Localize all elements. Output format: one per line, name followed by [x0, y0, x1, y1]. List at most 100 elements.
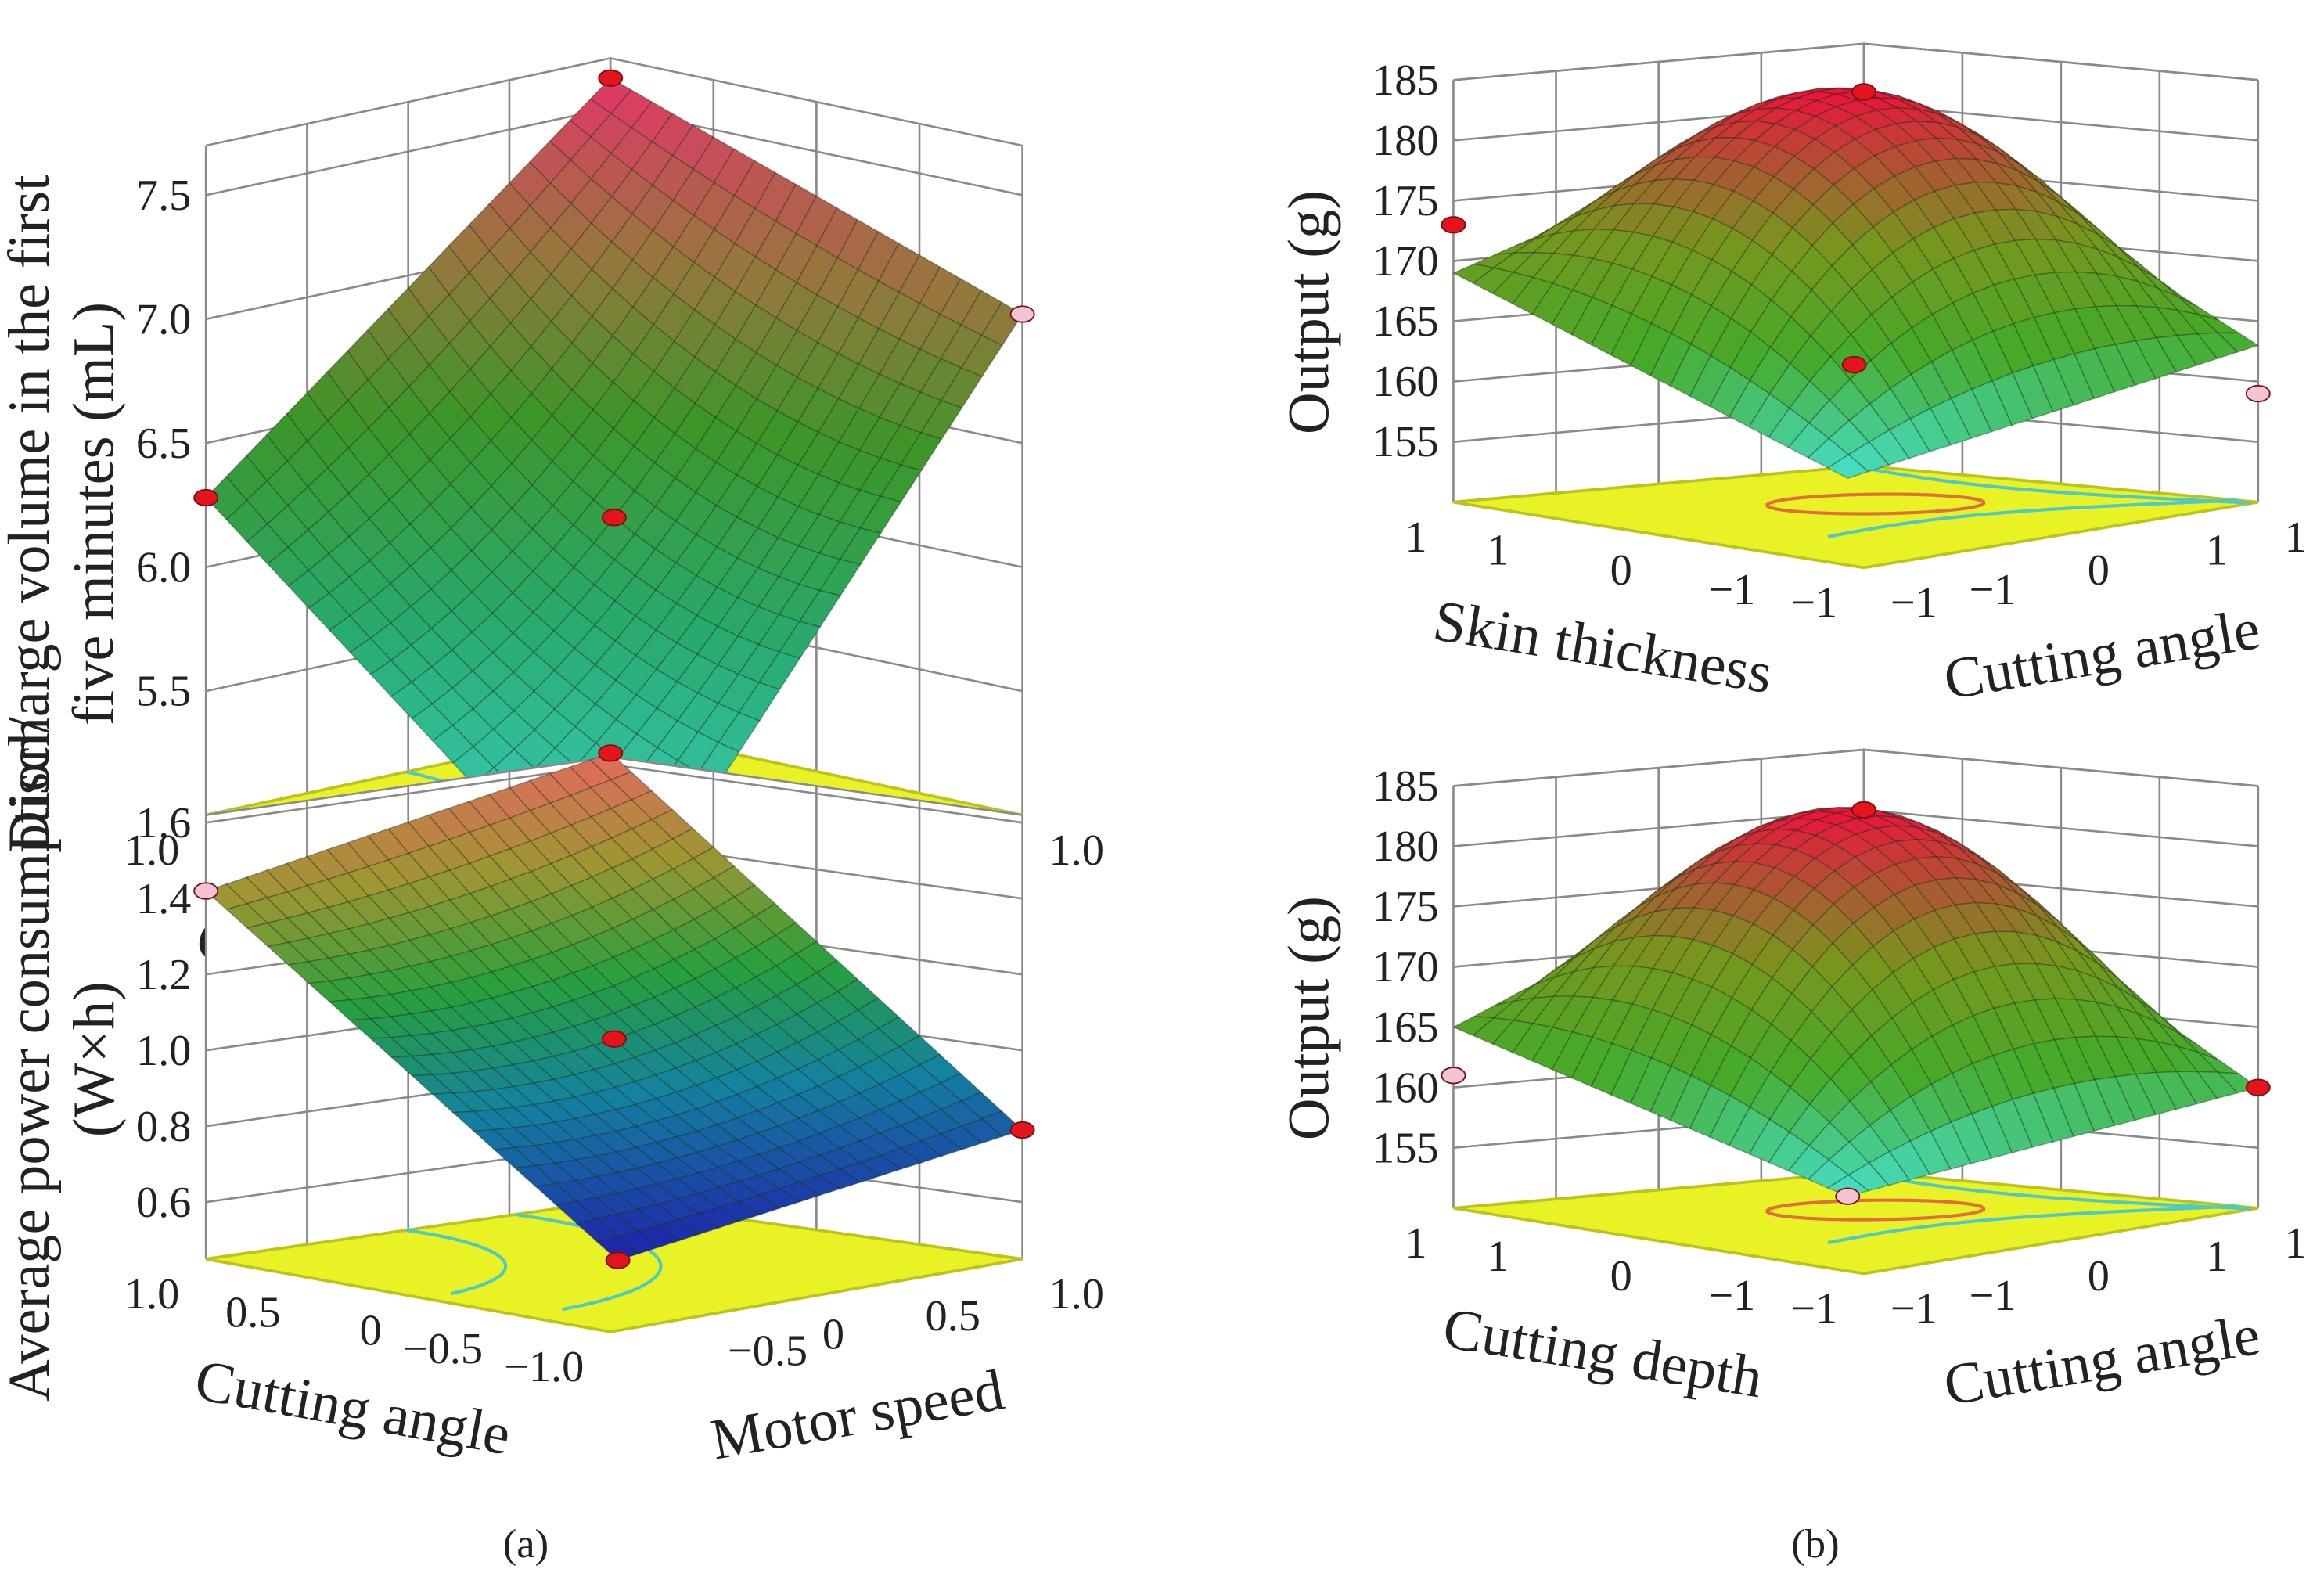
- y-tick-label: 1: [2285, 513, 2307, 562]
- x-tick-label: 1.0: [124, 826, 179, 875]
- y-tick-label: −1: [1970, 566, 2016, 614]
- y-tick-label: 1.0: [1049, 1270, 1103, 1319]
- y-tick-label: 1: [2206, 527, 2228, 575]
- z-tick-label: 180: [1372, 822, 1439, 871]
- x-tick-label: 1: [1487, 527, 1509, 575]
- z-tick-label: 5.5: [136, 668, 191, 716]
- x-tick-label: −1: [1708, 1272, 1755, 1320]
- z-tick-label: 7.0: [136, 296, 191, 344]
- y-tick-label: 0.5: [926, 1292, 980, 1340]
- design-point: [1009, 305, 1035, 323]
- contour-line: [1827, 498, 2239, 538]
- z-axis-title: (W×h): [61, 981, 126, 1137]
- z-axis-title: Average power consumption/: [0, 717, 62, 1402]
- chart-a-bottom: 0.60.81.01.21.41.61.0 0.5 0 −0.5 −1.0 −0.5 0 0.…: [0, 717, 1104, 1472]
- y-tick-label: −1: [1970, 1272, 2016, 1320]
- design-point: [1441, 1067, 1466, 1085]
- z-tick-label: 1.6: [136, 799, 191, 847]
- design-point: [598, 69, 624, 87]
- contour-line: [1855, 465, 2250, 505]
- z-tick-label: 1.0: [136, 1027, 191, 1075]
- z-tick-label: 6.5: [136, 419, 191, 468]
- design-point: [1009, 1121, 1035, 1139]
- x-tick-label: 0: [1610, 1252, 1632, 1301]
- z-axis-title: Output (g): [1276, 896, 1341, 1140]
- grid-line: [1453, 748, 2258, 787]
- y-tick-label: −1: [1890, 1285, 1937, 1333]
- design-point: [1851, 83, 1876, 101]
- z-tick-label: 185: [1372, 762, 1439, 811]
- y-tick-label: −1: [1890, 579, 1937, 628]
- x-tick-label: 1: [1487, 1233, 1509, 1281]
- y-tick-label: 1.0: [1049, 826, 1103, 875]
- y-tick-label: 0: [2088, 546, 2110, 595]
- design-point: [605, 1251, 631, 1269]
- z-tick-label: 1.2: [136, 951, 191, 999]
- y-tick-label: 1: [2285, 1219, 2307, 1268]
- design-points: [193, 744, 1035, 1269]
- x-tick-label: −1: [1790, 579, 1837, 628]
- z-tick-label: 0.8: [136, 1103, 191, 1151]
- z-tick-label: 160: [1372, 1064, 1439, 1113]
- design-point: [1841, 355, 1867, 374]
- z-tick-label: 165: [1372, 297, 1439, 346]
- z-tick-label: 175: [1372, 883, 1439, 931]
- x-tick-label: −0.5: [403, 1325, 483, 1373]
- y-tick-label: 1: [2206, 1233, 2228, 1281]
- z-tick-label: 170: [1372, 943, 1439, 991]
- z-tick-label: 180: [1372, 117, 1439, 165]
- z-tick-label: 0.6: [136, 1179, 191, 1227]
- design-point: [193, 882, 219, 900]
- x-tick-label: 0: [1610, 546, 1632, 595]
- x-tick-label: 1: [1405, 513, 1426, 562]
- z-axis-title: Output (g): [1276, 190, 1341, 434]
- grid-line: [1453, 42, 2258, 81]
- z-axis-title: five minutes (mL): [61, 302, 126, 725]
- x-tick-label: 1.0: [124, 1270, 179, 1319]
- design-points: [1441, 801, 2271, 1205]
- z-tick-label: 165: [1372, 1003, 1439, 1052]
- design-point: [1851, 801, 1876, 819]
- y-tick-label: −0.5: [728, 1327, 808, 1376]
- x-tick-label: 1: [1405, 1219, 1426, 1268]
- z-tick-label: 160: [1372, 358, 1439, 406]
- x-tick-label: 0: [360, 1307, 382, 1355]
- response-surface: [1452, 87, 2260, 480]
- design-point: [2245, 1078, 2271, 1096]
- surface-facet: [1826, 454, 1870, 480]
- response-surface: [1452, 807, 2260, 1197]
- design-point: [1835, 1187, 1861, 1205]
- figure-scale-group: 5.5 6.0 6.5 7.0 7.5 1.0 0.5 0 −0.5 −1.0 −0.5 0 0.5 1.…: [0, 42, 2307, 1567]
- response-surface: [204, 752, 1024, 1261]
- x-tick-label: −1: [1708, 566, 1755, 614]
- grid-line: [205, 57, 1023, 147]
- design-point: [2245, 384, 2271, 403]
- contour-ellipse: [1765, 1198, 1986, 1222]
- z-tick-label: 7.5: [136, 171, 191, 220]
- y-tick-label: 0: [2088, 1252, 2110, 1301]
- contour-line: [405, 1229, 508, 1296]
- z-tick-label: 175: [1372, 177, 1439, 225]
- x-tick-label: −1: [1790, 1285, 1837, 1333]
- floor-contours: [1765, 465, 2250, 538]
- z-tick-label: 155: [1372, 419, 1439, 467]
- design-point: [601, 509, 627, 527]
- z-tick-label: 6.0: [136, 544, 191, 592]
- design-point: [601, 1030, 627, 1048]
- design-points: [1441, 83, 2271, 403]
- design-point: [598, 744, 624, 762]
- contour-line: [1827, 1204, 2239, 1244]
- response-surface: [205, 77, 1023, 941]
- contour-ellipse: [1765, 492, 1986, 516]
- panel-label-b: (b): [1791, 1521, 1839, 1567]
- z-tick-label: 185: [1372, 56, 1439, 105]
- z-tick-label: 155: [1372, 1125, 1439, 1173]
- design-point: [193, 488, 219, 507]
- z-tick-label: 1.4: [136, 875, 191, 923]
- panel-label-a: (a): [503, 1521, 549, 1567]
- y-tick-label: 0: [822, 1311, 844, 1359]
- z-axis-title: Discharge volume in the first: [0, 175, 62, 853]
